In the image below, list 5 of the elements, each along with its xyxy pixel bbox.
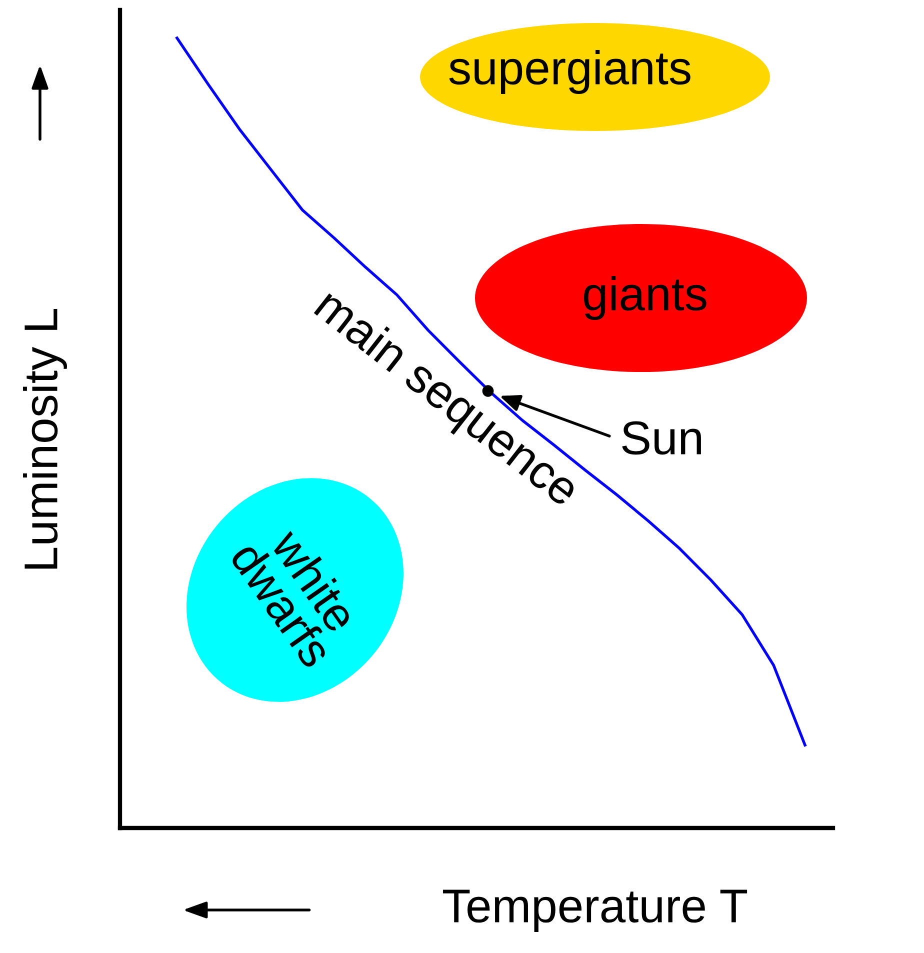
annotation: Sun xyxy=(622,421,701,455)
y-axis-title: Luminosity L xyxy=(22,309,68,569)
annotation: supergiants xyxy=(449,50,690,94)
x-axis-title: Temperature T xyxy=(442,890,748,932)
annotation: giants xyxy=(584,276,706,320)
